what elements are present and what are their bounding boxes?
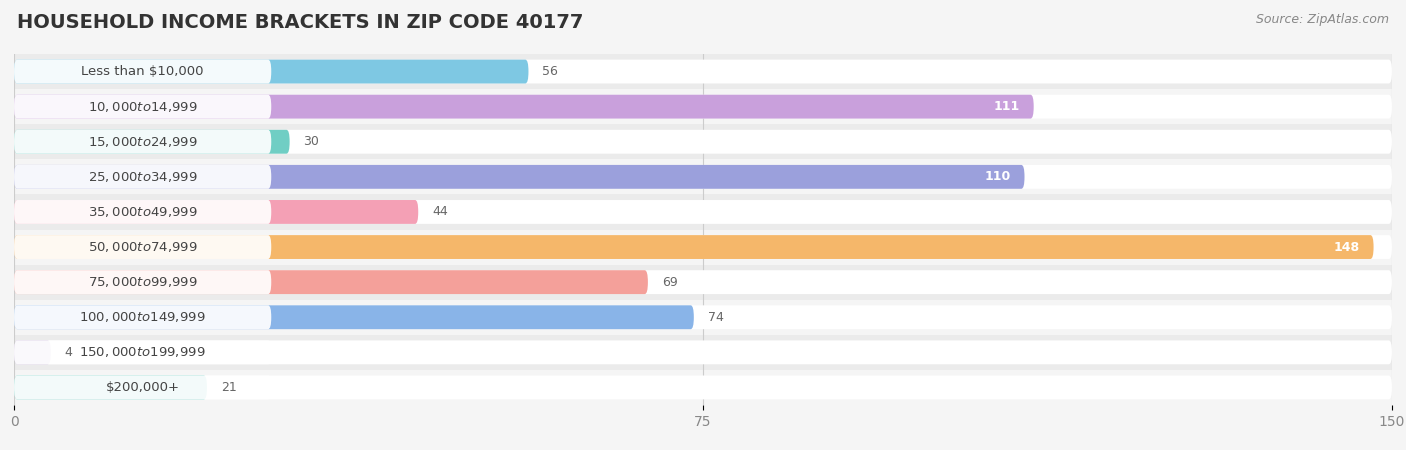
- Text: $50,000 to $74,999: $50,000 to $74,999: [87, 240, 197, 254]
- FancyBboxPatch shape: [14, 340, 51, 364]
- Text: $25,000 to $34,999: $25,000 to $34,999: [87, 170, 197, 184]
- FancyBboxPatch shape: [14, 305, 693, 329]
- Text: $10,000 to $14,999: $10,000 to $14,999: [87, 99, 197, 114]
- FancyBboxPatch shape: [14, 235, 1392, 259]
- FancyBboxPatch shape: [14, 130, 1392, 154]
- Text: $150,000 to $199,999: $150,000 to $199,999: [79, 345, 205, 360]
- Text: 30: 30: [304, 135, 319, 148]
- Text: 148: 148: [1334, 241, 1360, 253]
- FancyBboxPatch shape: [14, 235, 271, 259]
- FancyBboxPatch shape: [14, 59, 271, 84]
- Text: $200,000+: $200,000+: [105, 381, 180, 394]
- FancyBboxPatch shape: [14, 94, 1033, 119]
- Bar: [14, 194, 1392, 230]
- Text: 21: 21: [221, 381, 236, 394]
- Bar: [14, 159, 1392, 194]
- FancyBboxPatch shape: [14, 94, 1392, 119]
- Text: $15,000 to $24,999: $15,000 to $24,999: [87, 135, 197, 149]
- FancyBboxPatch shape: [14, 340, 1392, 364]
- Text: 4: 4: [65, 346, 73, 359]
- Bar: [14, 265, 1392, 300]
- FancyBboxPatch shape: [14, 94, 271, 119]
- Text: 56: 56: [543, 65, 558, 78]
- Text: $75,000 to $99,999: $75,000 to $99,999: [87, 275, 197, 289]
- FancyBboxPatch shape: [14, 305, 1392, 329]
- Bar: [14, 370, 1392, 405]
- Bar: [14, 335, 1392, 370]
- Text: $35,000 to $49,999: $35,000 to $49,999: [87, 205, 197, 219]
- Text: Less than $10,000: Less than $10,000: [82, 65, 204, 78]
- FancyBboxPatch shape: [14, 270, 1392, 294]
- FancyBboxPatch shape: [14, 375, 1392, 400]
- Bar: [14, 124, 1392, 159]
- Text: Source: ZipAtlas.com: Source: ZipAtlas.com: [1256, 14, 1389, 27]
- FancyBboxPatch shape: [14, 375, 271, 400]
- FancyBboxPatch shape: [14, 165, 1025, 189]
- Text: 111: 111: [994, 100, 1019, 113]
- FancyBboxPatch shape: [14, 375, 207, 400]
- FancyBboxPatch shape: [14, 200, 418, 224]
- Bar: [14, 54, 1392, 89]
- Text: 69: 69: [662, 276, 678, 288]
- Bar: [14, 300, 1392, 335]
- FancyBboxPatch shape: [14, 200, 271, 224]
- FancyBboxPatch shape: [14, 165, 1392, 189]
- FancyBboxPatch shape: [14, 130, 271, 154]
- FancyBboxPatch shape: [14, 130, 290, 154]
- FancyBboxPatch shape: [14, 200, 1392, 224]
- FancyBboxPatch shape: [14, 340, 271, 364]
- Text: 110: 110: [984, 171, 1011, 183]
- Text: 74: 74: [707, 311, 724, 324]
- Text: HOUSEHOLD INCOME BRACKETS IN ZIP CODE 40177: HOUSEHOLD INCOME BRACKETS IN ZIP CODE 40…: [17, 14, 583, 32]
- FancyBboxPatch shape: [14, 235, 1374, 259]
- Text: $100,000 to $149,999: $100,000 to $149,999: [79, 310, 205, 324]
- FancyBboxPatch shape: [14, 59, 529, 84]
- Text: 44: 44: [432, 206, 447, 218]
- FancyBboxPatch shape: [14, 59, 1392, 84]
- Bar: [14, 89, 1392, 124]
- FancyBboxPatch shape: [14, 305, 271, 329]
- FancyBboxPatch shape: [14, 270, 648, 294]
- FancyBboxPatch shape: [14, 165, 271, 189]
- Bar: [14, 230, 1392, 265]
- FancyBboxPatch shape: [14, 270, 271, 294]
